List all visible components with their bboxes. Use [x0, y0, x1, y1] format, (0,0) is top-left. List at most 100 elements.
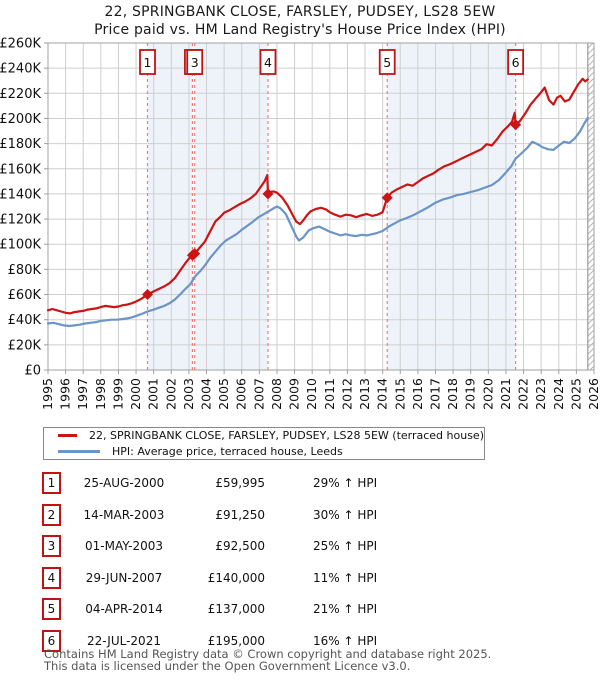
y-tick-label: £60K — [8, 288, 42, 303]
sale-number-label: 5 — [383, 55, 391, 70]
x-tick-label: 2019 — [463, 378, 478, 410]
sale-number-label: 6 — [512, 55, 520, 70]
property-line-swatch — [58, 434, 78, 437]
page-subtitle: Price paid vs. HM Land Registry's House … — [94, 22, 506, 38]
x-tick-label: 2007 — [251, 378, 266, 410]
sale-number-box — [259, 49, 277, 75]
x-tick-label: 2023 — [533, 378, 548, 410]
sale-price: £195,000 — [207, 633, 265, 648]
y-tick-label: £20K — [8, 338, 42, 353]
ownership-shaded-span — [387, 43, 516, 370]
sale-row: 2 14-MAR-2003 £91,250 30% ↑ HPI — [0, 503, 600, 526]
sale-number-label: 3 — [191, 55, 199, 70]
x-tick-label: 2026 — [586, 378, 600, 410]
x-tick-label: 2025 — [568, 378, 583, 410]
property-price-line — [46, 77, 589, 315]
page-title: 22, SPRINGBANK CLOSE, FARSLEY, PUDSEY, L… — [104, 4, 496, 20]
y-tick-label: £180K — [0, 137, 41, 152]
sale-hpi-delta: 21% ↑ HPI — [313, 602, 378, 616]
sale-number-box: 6 — [42, 629, 61, 652]
sale-number-box — [139, 49, 156, 75]
ownership-shaded-span — [194, 43, 268, 370]
sale-date: 01-MAY-2003 — [84, 539, 163, 553]
y-tick-label: £40K — [8, 313, 42, 328]
y-tick-label: £200K — [0, 112, 41, 127]
sale-point-diamond — [142, 289, 154, 301]
y-tick-label: £140K — [0, 187, 41, 202]
sale-price: £92,500 — [215, 539, 265, 553]
sale-row: 5 04-APR-2014 £137,000 21% ↑ HPI — [0, 598, 600, 620]
chart-legend: 22, SPRINGBANK CLOSE, FARSLEY, PUDSEY, L… — [43, 427, 485, 460]
x-tick-label: 2004 — [199, 378, 214, 410]
sale-number-box: 1 — [42, 472, 61, 494]
sale-row: 4 29-JUN-2007 £140,000 11% ↑ HPI — [0, 566, 600, 589]
sale-number-label: 1 — [144, 55, 152, 70]
x-tick-label: 1996 — [58, 378, 73, 410]
x-tick-label: 2002 — [163, 378, 178, 410]
sale-point-diamond — [189, 248, 201, 260]
ownership-shaded-span — [147, 43, 193, 370]
sale-point-diamond — [262, 188, 274, 200]
sale-row: 1 25-AUG-2000 £59,995 29% ↑ HPI — [0, 472, 600, 494]
sale-price: £59,995 — [215, 476, 265, 490]
x-tick-label: 2017 — [427, 378, 442, 410]
price-chart: 123456£0£20K£40K£60K£80K£100K£120K£140K£… — [0, 37, 600, 410]
x-tick-label: 1997 — [75, 378, 90, 410]
x-tick-label: 2005 — [216, 378, 231, 410]
sale-hpi-delta: 29% ↑ HPI — [313, 476, 378, 490]
sale-number-box — [186, 49, 204, 75]
sale-date: 29-JUN-2007 — [85, 570, 163, 585]
sale-date: 14-MAR-2003 — [83, 507, 165, 522]
sale-point-diamond — [381, 192, 393, 204]
sale-number-box: 5 — [42, 598, 61, 620]
x-tick-label: 2024 — [551, 378, 566, 410]
x-tick-label: 1998 — [93, 378, 108, 410]
sale-hpi-delta: 16% ↑ HPI — [313, 633, 378, 648]
x-tick-label: 2013 — [357, 378, 372, 410]
y-tick-label: £220K — [0, 87, 41, 102]
x-tick-label: 2000 — [128, 378, 143, 410]
x-tick-label: 2012 — [339, 378, 354, 410]
sale-price: £140,000 — [207, 570, 265, 585]
legend-row-property: 22, SPRINGBANK CLOSE, FARSLEY, PUDSEY, L… — [44, 429, 484, 442]
sale-number-label: 4 — [264, 55, 272, 70]
copyright-line: Contains HM Land Registry data © Crown c… — [44, 647, 492, 661]
sale-number-box — [507, 49, 525, 75]
sale-number-box: 3 — [42, 535, 61, 557]
sale-price: £91,250 — [215, 507, 265, 522]
plot-border — [47, 42, 595, 371]
y-tick-label: £120K — [0, 213, 41, 228]
legend-label-property: 22, SPRINGBANK CLOSE, FARSLEY, PUDSEY, L… — [89, 429, 484, 442]
x-tick-label: 2011 — [322, 378, 337, 410]
sale-date: 04-APR-2014 — [85, 602, 163, 616]
sale-row: 6 22-JUL-2021 £195,000 16% ↑ HPI — [0, 629, 600, 652]
x-tick-label: 2014 — [375, 378, 390, 410]
legend-row-hpi: HPI: Average price, terraced house, Leed… — [44, 445, 484, 458]
x-tick-label: 2015 — [392, 378, 407, 410]
y-tick-label: £160K — [0, 162, 41, 177]
legend-label-hpi: HPI: Average price, terraced house, Leed… — [112, 445, 343, 458]
y-tick-label: £260K — [0, 37, 41, 52]
x-tick-label: 2021 — [498, 378, 513, 410]
sale-number-box: 4 — [42, 566, 61, 589]
x-tick-label: 2006 — [234, 378, 249, 410]
x-tick-label: 2018 — [445, 378, 460, 410]
x-tick-label: 2001 — [146, 378, 161, 410]
sale-date: 25-AUG-2000 — [83, 476, 165, 490]
sale-hpi-delta: 30% ↑ HPI — [313, 507, 378, 522]
x-tick-label: 1999 — [110, 378, 125, 410]
sale-number-box: 2 — [42, 503, 61, 526]
y-tick-label: £80K — [8, 263, 42, 278]
hpi-line-swatch — [58, 450, 100, 453]
x-tick-label: 2016 — [410, 378, 425, 410]
sale-price: £137,000 — [207, 602, 265, 616]
x-tick-label: 1995 — [40, 378, 55, 410]
licence-line: This data is licensed under the Open Gov… — [44, 659, 411, 673]
y-tick-label: £0 — [24, 364, 41, 379]
x-tick-label: 2008 — [269, 378, 284, 410]
y-tick-label: £240K — [0, 62, 41, 77]
sale-number-box — [378, 49, 396, 75]
x-tick-label: 2022 — [516, 378, 531, 410]
x-tick-label: 2010 — [304, 378, 319, 410]
